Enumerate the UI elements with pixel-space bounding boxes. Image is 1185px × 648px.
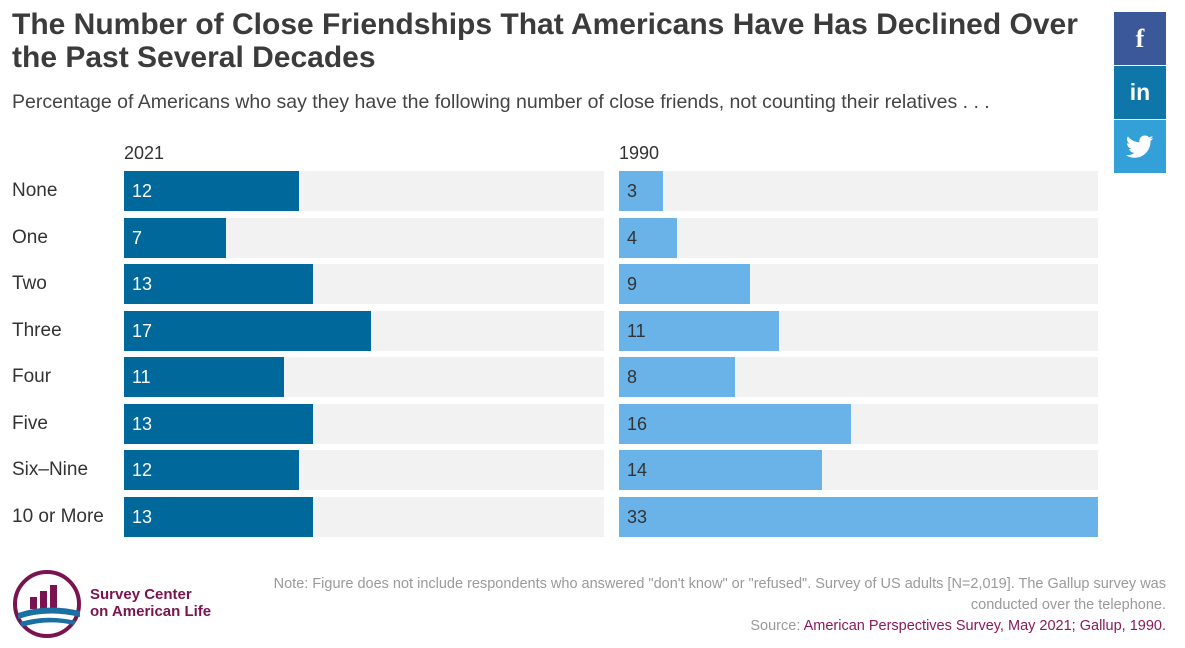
bar-2021 — [124, 496, 314, 537]
chart-source: Source: American Perspectives Survey, Ma… — [750, 616, 1166, 637]
bar-2021 — [124, 171, 299, 211]
category-label: Six–Nine — [12, 459, 89, 480]
bar-1990 — [619, 217, 678, 258]
bar-1990 — [619, 450, 823, 490]
bar-track — [619, 217, 1098, 258]
bar-track — [619, 171, 1098, 211]
survey-center-logo — [13, 570, 81, 638]
data-label-1990: 14 — [627, 460, 648, 480]
category-label: Two — [12, 273, 47, 294]
bar-2021 — [124, 403, 314, 444]
logo-line-1: Survey Center — [90, 586, 192, 603]
bar-2021 — [124, 450, 299, 490]
twitter-share-button[interactable] — [1114, 120, 1166, 173]
bar-2021 — [124, 217, 226, 258]
logo-line-2: on American Life — [90, 603, 212, 620]
series-label-1990: 1990 — [619, 143, 660, 163]
data-label-1990: 8 — [627, 367, 638, 387]
category-label: 10 or More — [12, 505, 104, 527]
category-label: Five — [12, 412, 48, 434]
bar-2021 — [124, 264, 314, 304]
source-prefix: Source: — [750, 618, 804, 634]
logo-text: Survey Center on American Life — [90, 586, 211, 620]
data-label-1990: 16 — [627, 413, 648, 434]
category-label: None — [12, 180, 58, 201]
bar-1990 — [619, 496, 1098, 537]
chart-note: Note: Figure does not include respondent… — [273, 576, 1166, 613]
source-link[interactable]: American Perspectives Survey, May 2021; … — [803, 618, 1166, 634]
bar-1990 — [619, 357, 736, 397]
bar-2021 — [124, 357, 284, 397]
bar-1990 — [619, 310, 779, 351]
data-label-1990: 11 — [627, 320, 646, 341]
bar-2021 — [124, 310, 372, 351]
data-label-2021: 17 — [132, 320, 153, 341]
bar-1990 — [619, 264, 750, 304]
category-label: Three — [12, 319, 62, 341]
series-label-2021: 2021 — [124, 143, 165, 163]
linkedin-icon: in — [1129, 79, 1151, 105]
data-label-2021: 13 — [132, 413, 153, 434]
chart-title: The Number of Close Friendships That Ame… — [12, 8, 1078, 74]
twitter-icon — [1126, 134, 1154, 158]
data-label-2021: 13 — [132, 506, 153, 527]
category-label: One — [12, 226, 48, 248]
data-label-2021: 11 — [132, 367, 151, 387]
data-label-2021: 7 — [132, 227, 143, 248]
category-label: Four — [12, 366, 52, 387]
data-label-2021: 12 — [132, 460, 153, 480]
data-label-1990: 4 — [627, 227, 638, 248]
chart-subtitle: Percentage of Americans who say they hav… — [12, 91, 990, 113]
share-buttons: f in — [1114, 12, 1166, 174]
facebook-icon: f — [1135, 23, 1145, 53]
data-label-2021: 12 — [132, 181, 153, 201]
bar-1990 — [619, 171, 663, 211]
linkedin-share-button[interactable]: in — [1114, 66, 1166, 119]
bar-1990 — [619, 403, 852, 444]
data-label-1990: 33 — [627, 506, 648, 527]
data-label-1990: 3 — [627, 181, 638, 201]
data-label-1990: 9 — [627, 274, 638, 294]
facebook-share-button[interactable]: f — [1114, 12, 1166, 65]
data-label-2021: 13 — [132, 274, 153, 294]
